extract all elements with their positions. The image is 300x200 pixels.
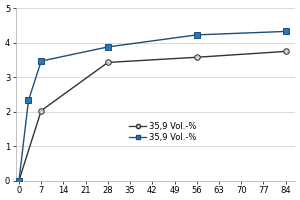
Legend: 35,9 Vol.-%, 35,9 Vol.-%: 35,9 Vol.-%, 35,9 Vol.-% xyxy=(126,118,200,145)
